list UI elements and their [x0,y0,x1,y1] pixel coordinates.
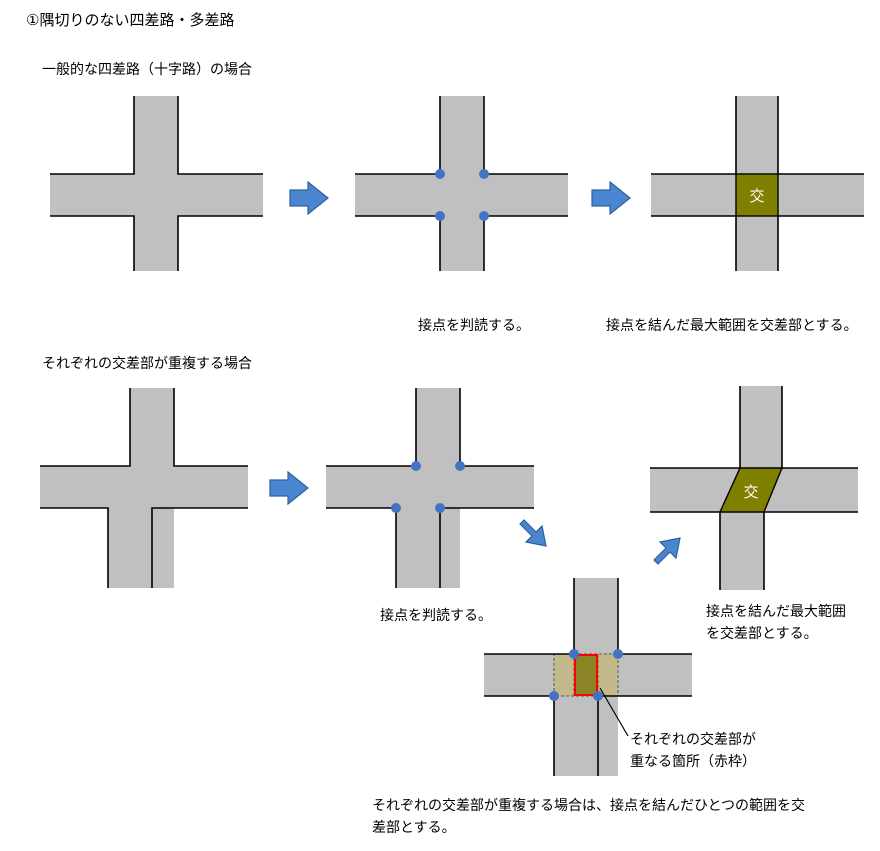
contact-point [455,461,465,471]
cross-road-intersection-area: 交 [651,96,864,271]
contact-point [435,211,445,221]
contact-point [435,503,445,513]
section2-title: それぞれの交差部が重複する場合 [42,356,252,372]
section2-result-caption-line1: 接点を結んだ最大範囲 [706,604,846,620]
section1-points-caption: 接点を判読する。 [418,318,530,334]
cross-road-plain [50,96,263,271]
section2-points-caption: 接点を判読する。 [380,608,492,624]
intersection-label: 交 [743,483,758,501]
contact-point [411,461,421,471]
section1-title: 一般的な四差路（十字路）の場合 [42,62,252,78]
intersection-label: 交 [749,187,764,205]
overlap-note-line2: 重なる箇所（赤枠） [630,754,756,770]
overlap-fill [574,654,598,696]
contact-point [479,211,489,221]
contact-point [613,649,623,659]
leader-line [599,687,629,737]
offset-cross-road-intersection-area: 交 [650,386,858,590]
contact-point [435,169,445,179]
offset-cross-road-plain [40,388,248,588]
section1-result-caption: 接点を結んだ最大範囲を交差部とする。 [606,318,858,334]
arrow-up-right [653,537,681,565]
contact-point [549,691,559,701]
arrow-right-1 [289,180,329,216]
section2-result-caption-line2: を交差部とする。 [706,626,818,642]
arrow-down-right [519,519,547,547]
overlap-note-line1: それぞれの交差部が [630,732,756,748]
contact-point [593,691,603,701]
page-heading: ①隅切りのない四差路・多差路 [26,11,235,29]
contact-point [391,503,401,513]
cross-road-with-contact-points [355,96,568,271]
conclusion-line2: 差部とする。 [372,820,456,836]
contact-point [569,649,579,659]
contact-point [479,169,489,179]
overlap-detail-cross-road [484,578,692,776]
arrow-right-3 [269,470,309,506]
arrow-right-2 [591,180,631,216]
overlap-red-frame [574,654,598,696]
conclusion-line1: それぞれの交差部が重複する場合は、接点を結んだひとつの範囲を交 [372,798,806,814]
offset-cross-road-with-contact-points [326,388,534,588]
intersection-area [736,174,778,216]
